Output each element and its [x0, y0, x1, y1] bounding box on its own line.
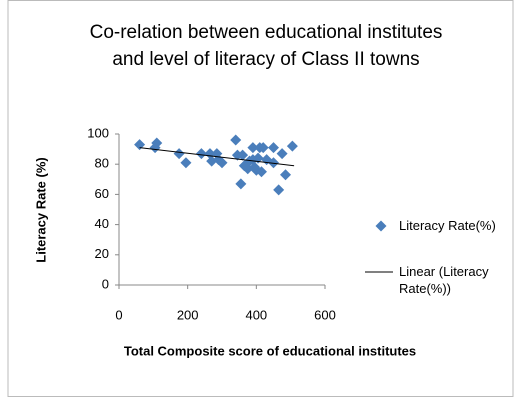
y-tick-label: 40 — [95, 216, 109, 231]
point — [235, 178, 247, 190]
point — [195, 148, 207, 160]
point — [268, 142, 279, 154]
point — [230, 134, 242, 146]
point — [237, 149, 249, 161]
y-tick-label: 60 — [95, 186, 109, 201]
point — [276, 148, 288, 160]
x-tick-label: 400 — [245, 307, 267, 322]
point — [280, 169, 292, 181]
chart-title: Co-relation between educational institut… — [90, 22, 443, 70]
legend-label: Linear (Literacy Rate(%)) — [399, 264, 489, 296]
y-tick-label: 20 — [95, 246, 109, 261]
x-axis-title: Total Composite score of educational ins… — [124, 343, 416, 358]
point — [180, 157, 192, 169]
point — [216, 157, 228, 169]
point — [151, 137, 163, 149]
y-tick-label: 80 — [95, 156, 109, 171]
legend-label: Literacy Rate(%) — [399, 218, 496, 233]
y-axis-title: Literacy Rate (%) — [33, 157, 48, 262]
point — [286, 140, 298, 152]
y-tick-label: 100 — [87, 125, 109, 140]
point — [247, 142, 259, 154]
point — [273, 184, 285, 196]
x-tick-label: 600 — [314, 307, 336, 322]
point — [257, 142, 269, 154]
y-tick-label: 0 — [102, 276, 109, 291]
point — [134, 139, 146, 151]
point — [173, 148, 185, 160]
legend-marker — [375, 220, 387, 232]
x-tick-label: 0 — [115, 307, 122, 322]
point — [255, 166, 267, 178]
chart-border — [7, 0, 514, 397]
point — [268, 157, 279, 169]
x-tick-label: 200 — [177, 307, 199, 322]
trend-line — [139, 147, 295, 167]
